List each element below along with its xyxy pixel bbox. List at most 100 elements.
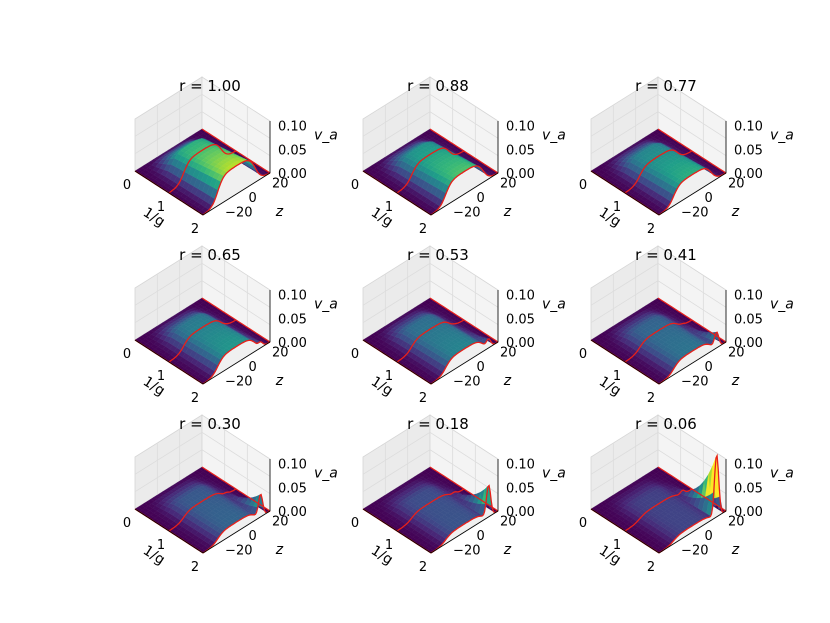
surface-0.18 bbox=[362, 466, 499, 554]
y-tick-label: −20 bbox=[225, 375, 252, 390]
red-edge bbox=[201, 297, 271, 343]
z-tick-label: 0.00 bbox=[734, 336, 763, 351]
y-tick-label: 0 bbox=[477, 191, 485, 206]
y-axis-label: z bbox=[275, 373, 284, 389]
y-tick-label: 20 bbox=[728, 176, 745, 191]
grid-line bbox=[362, 262, 431, 306]
red-edge bbox=[201, 128, 271, 174]
x-tick-label: 1 bbox=[385, 369, 393, 384]
x-tick-label: 0 bbox=[123, 516, 131, 531]
z-tick-label: 0.10 bbox=[506, 458, 535, 473]
z-tick-label: 0.00 bbox=[734, 505, 763, 520]
y-tick-label: 20 bbox=[272, 176, 289, 191]
y-axis-label: z bbox=[731, 204, 740, 220]
grid-line bbox=[429, 280, 499, 326]
y-tick-label: 0 bbox=[705, 191, 713, 206]
y-axis-line bbox=[658, 510, 727, 554]
y-tick-label: 20 bbox=[728, 514, 745, 529]
red-curve bbox=[658, 331, 727, 385]
x-tick-label: 1 bbox=[613, 200, 621, 215]
z-tick-label: 0.10 bbox=[734, 458, 763, 473]
red-curve bbox=[624, 488, 693, 532]
y-tick-label: 0 bbox=[249, 191, 257, 206]
x-tick-label: 2 bbox=[191, 560, 199, 575]
y-tick-label: −20 bbox=[225, 206, 252, 221]
z-tick-label: 0.00 bbox=[506, 336, 535, 351]
grid-line bbox=[201, 280, 271, 326]
y-axis-line bbox=[658, 172, 727, 216]
z-tick-label: 0.05 bbox=[734, 312, 763, 327]
x-tick-label: 2 bbox=[419, 222, 427, 237]
y-tick-label: −20 bbox=[453, 375, 480, 390]
panel-title: r = 0.88 bbox=[407, 77, 469, 95]
y-axis-line bbox=[202, 510, 271, 554]
grid-line bbox=[134, 93, 203, 137]
surface-0.53 bbox=[362, 297, 499, 385]
z-tick-label: 0.00 bbox=[734, 167, 763, 182]
grid-line bbox=[590, 262, 659, 306]
red-edge bbox=[657, 297, 727, 343]
z-tick-label: 0.05 bbox=[506, 143, 535, 158]
z-tick-label: 0.10 bbox=[278, 289, 307, 304]
y-tick-label: 0 bbox=[477, 360, 485, 375]
x-tick-label: 2 bbox=[191, 391, 199, 406]
x-axis-line bbox=[362, 170, 432, 216]
x-axis-line bbox=[362, 508, 432, 554]
red-curve bbox=[396, 319, 465, 363]
y-axis-line bbox=[658, 341, 727, 385]
grid-line bbox=[134, 431, 203, 475]
x-axis-line bbox=[134, 170, 204, 216]
z-tick-label: 0.00 bbox=[506, 505, 535, 520]
x-axis-line bbox=[590, 508, 660, 554]
x-axis-line bbox=[590, 170, 660, 216]
grid-line bbox=[201, 449, 271, 495]
z-axis-label: v_a bbox=[770, 128, 794, 144]
grid-line bbox=[657, 262, 727, 308]
grid-line bbox=[362, 280, 431, 324]
x-tick-label: 2 bbox=[419, 560, 427, 575]
y-tick-label: 0 bbox=[477, 529, 485, 544]
y-axis-line bbox=[202, 341, 271, 385]
y-axis-label: z bbox=[503, 542, 512, 558]
z-axis-label: v_a bbox=[542, 297, 566, 313]
grid-line bbox=[134, 111, 203, 155]
y-tick-label: −20 bbox=[453, 544, 480, 559]
panel-title: r = 0.65 bbox=[179, 246, 241, 264]
grid-line bbox=[590, 111, 659, 155]
z-axis-label: v_a bbox=[314, 297, 338, 313]
y-axis-label: z bbox=[275, 542, 284, 558]
red-curve bbox=[168, 319, 237, 363]
y-tick-label: 20 bbox=[272, 345, 289, 360]
grid-line bbox=[201, 93, 271, 139]
grid-line bbox=[429, 449, 499, 495]
x-tick-label: 0 bbox=[579, 516, 587, 531]
z-tick-label: 0.00 bbox=[278, 505, 307, 520]
y-tick-label: −20 bbox=[453, 206, 480, 221]
grid-line bbox=[201, 262, 271, 308]
x-tick-label: 1 bbox=[385, 538, 393, 553]
panel-title: r = 0.53 bbox=[407, 246, 469, 264]
x-tick-label: 1 bbox=[613, 538, 621, 553]
x-tick-label: 0 bbox=[123, 178, 131, 193]
x-tick-label: 1 bbox=[157, 200, 165, 215]
panel-title: r = 0.41 bbox=[635, 246, 697, 264]
x-tick-label: 0 bbox=[351, 516, 359, 531]
red-edge bbox=[657, 466, 727, 512]
surface-0.88 bbox=[362, 128, 499, 215]
grid-line bbox=[429, 262, 499, 308]
x-tick-label: 2 bbox=[647, 391, 655, 406]
red-curve bbox=[430, 338, 499, 385]
y-axis-line bbox=[430, 341, 499, 385]
red-curve bbox=[658, 453, 727, 554]
x-tick-label: 0 bbox=[579, 347, 587, 362]
grid-line bbox=[201, 431, 271, 477]
x-tick-label: 2 bbox=[647, 560, 655, 575]
red-curve bbox=[624, 149, 693, 194]
z-tick-label: 0.05 bbox=[506, 312, 535, 327]
z-axis-label: v_a bbox=[314, 128, 338, 144]
